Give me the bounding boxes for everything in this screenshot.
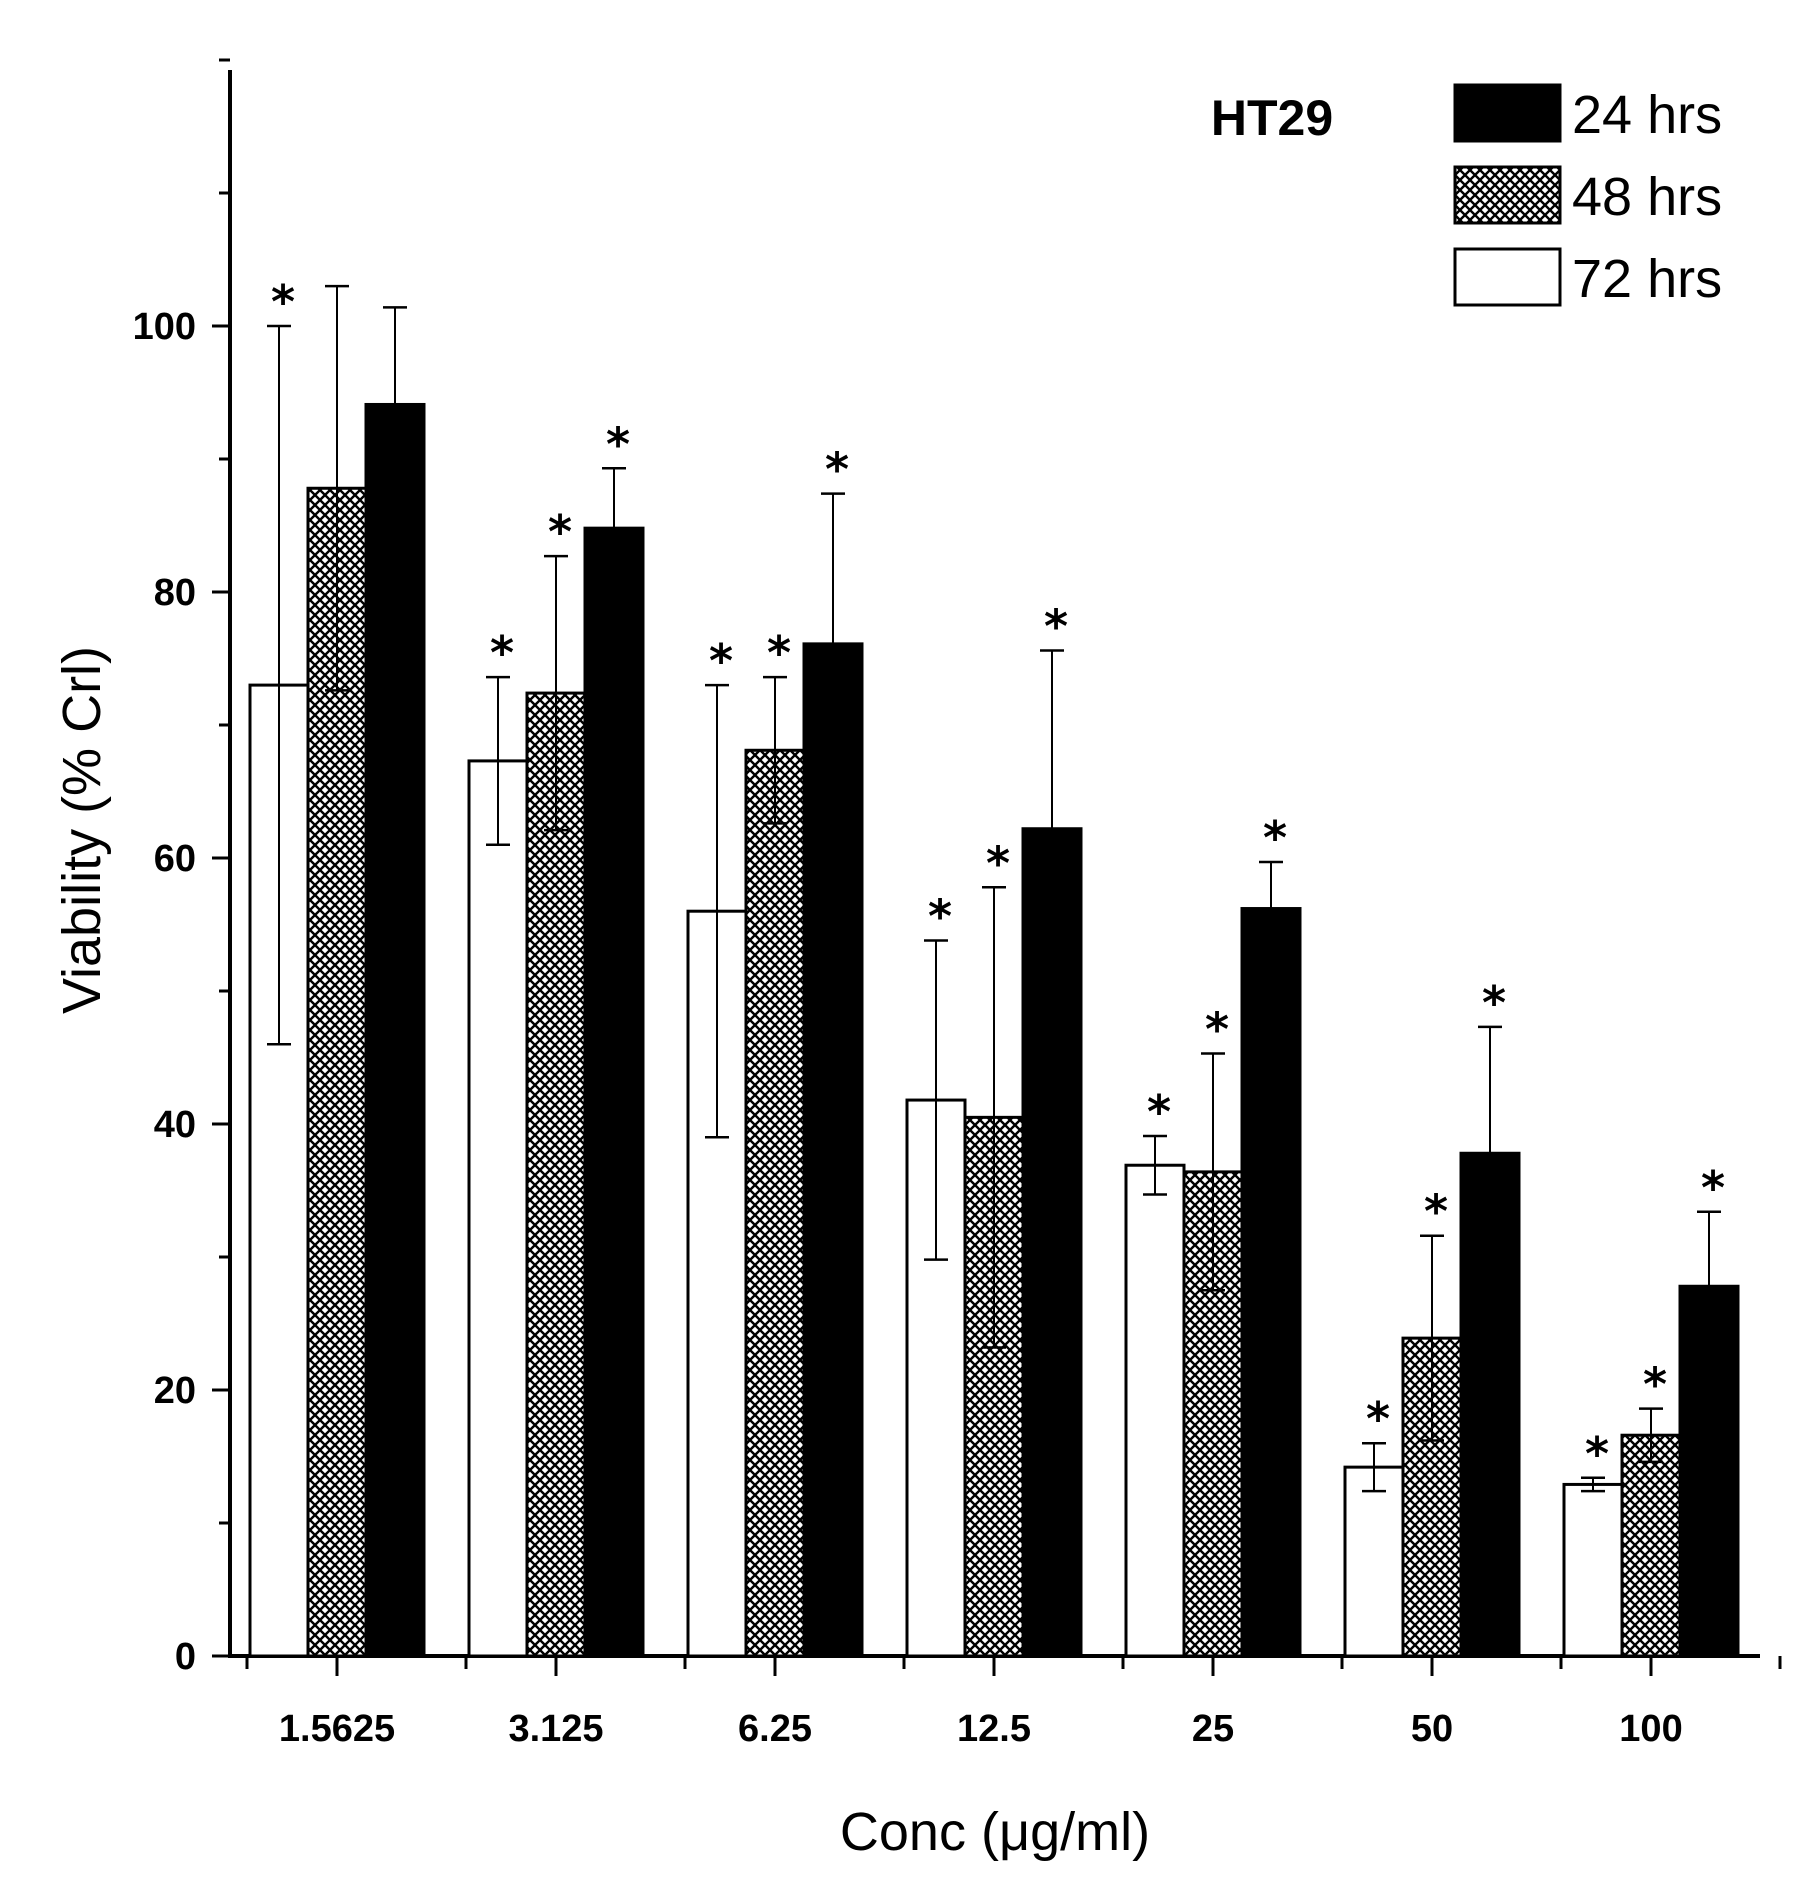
significance-star-24-hrs: * [1263, 811, 1287, 865]
bar-24-hrs [364, 402, 426, 1658]
significance-star-24-hrs: * [1044, 600, 1068, 654]
y-tick-label: 0 [175, 1636, 196, 1678]
bar-72-hrs [1124, 1163, 1186, 1658]
x-tick-label: 6.25 [738, 1708, 812, 1750]
y-tick-label: 40 [154, 1104, 196, 1146]
significance-star-72-hrs: * [1147, 1085, 1171, 1139]
legend-label-48-hrs: 48 hrs [1572, 167, 1722, 227]
significance-star-72-hrs: * [709, 634, 733, 688]
y-tick-label: 80 [154, 572, 196, 614]
significance-star-48-hrs: * [767, 626, 791, 680]
legend-swatch-48-hrs [1453, 165, 1562, 225]
bar-24-hrs [1240, 907, 1302, 1658]
bar-72-hrs [467, 759, 529, 1658]
y-ticks: 0 20 40 60 80 100 [133, 58, 230, 1678]
x-tick-label: 1.5625 [279, 1708, 395, 1750]
legend-label-72-hrs: 72 hrs [1572, 249, 1722, 309]
significance-star-72-hrs: * [928, 889, 952, 943]
significance-star-72-hrs: * [1366, 1392, 1390, 1446]
legend-swatch-24-hrs [1453, 83, 1562, 143]
significance-star-48-hrs: * [1205, 1003, 1229, 1057]
bar-24-hrs [802, 642, 864, 1658]
bar-24-hrs [583, 526, 645, 1658]
significance-star-72-hrs: * [271, 275, 295, 329]
x-ticks: 1.5625 3.125 6.25 12.5 25 50 100 [245, 1656, 1782, 1750]
significance-star-48-hrs: * [986, 836, 1010, 890]
chart-title: HT29 [1211, 90, 1333, 146]
significance-star-48-hrs: * [548, 505, 572, 559]
x-tick-label: 25 [1192, 1708, 1234, 1750]
significance-star-24-hrs: * [606, 417, 630, 471]
significance-star-48-hrs: * [1643, 1358, 1667, 1412]
significance-star-72-hrs: * [1585, 1427, 1609, 1481]
legend-label-24-hrs: 24 hrs [1572, 85, 1722, 145]
bars: * * * * * * * * * * * * * * * * * * * [248, 275, 1740, 1658]
y-tick-label: 100 [133, 306, 196, 348]
x-tick-label: 50 [1411, 1708, 1453, 1750]
y-axis-title: Viability (% Crl) [52, 646, 112, 1014]
legend: 24 hrs 48 hrs 72 hrs [1453, 83, 1722, 309]
y-tick-label: 60 [154, 838, 196, 880]
y-tick-label: 20 [154, 1370, 196, 1412]
x-tick-label: 12.5 [957, 1708, 1031, 1750]
legend-swatch-72-hrs [1453, 247, 1562, 307]
significance-star-72-hrs: * [490, 626, 514, 680]
bar-48-hrs [744, 748, 806, 1658]
significance-star-24-hrs: * [1701, 1161, 1725, 1215]
x-tick-label: 3.125 [508, 1708, 603, 1750]
significance-star-48-hrs: * [1424, 1185, 1448, 1239]
bar-48-hrs [525, 691, 587, 1658]
significance-star-24-hrs: * [1482, 976, 1506, 1030]
bar-72-hrs [1343, 1465, 1405, 1658]
bar-48-hrs [1620, 1433, 1682, 1658]
x-axis-title: Conc (μg/ml) [840, 1802, 1150, 1862]
x-tick-label: 100 [1619, 1708, 1682, 1750]
bar-72-hrs [1562, 1482, 1624, 1658]
significance-star-24-hrs: * [825, 443, 849, 497]
